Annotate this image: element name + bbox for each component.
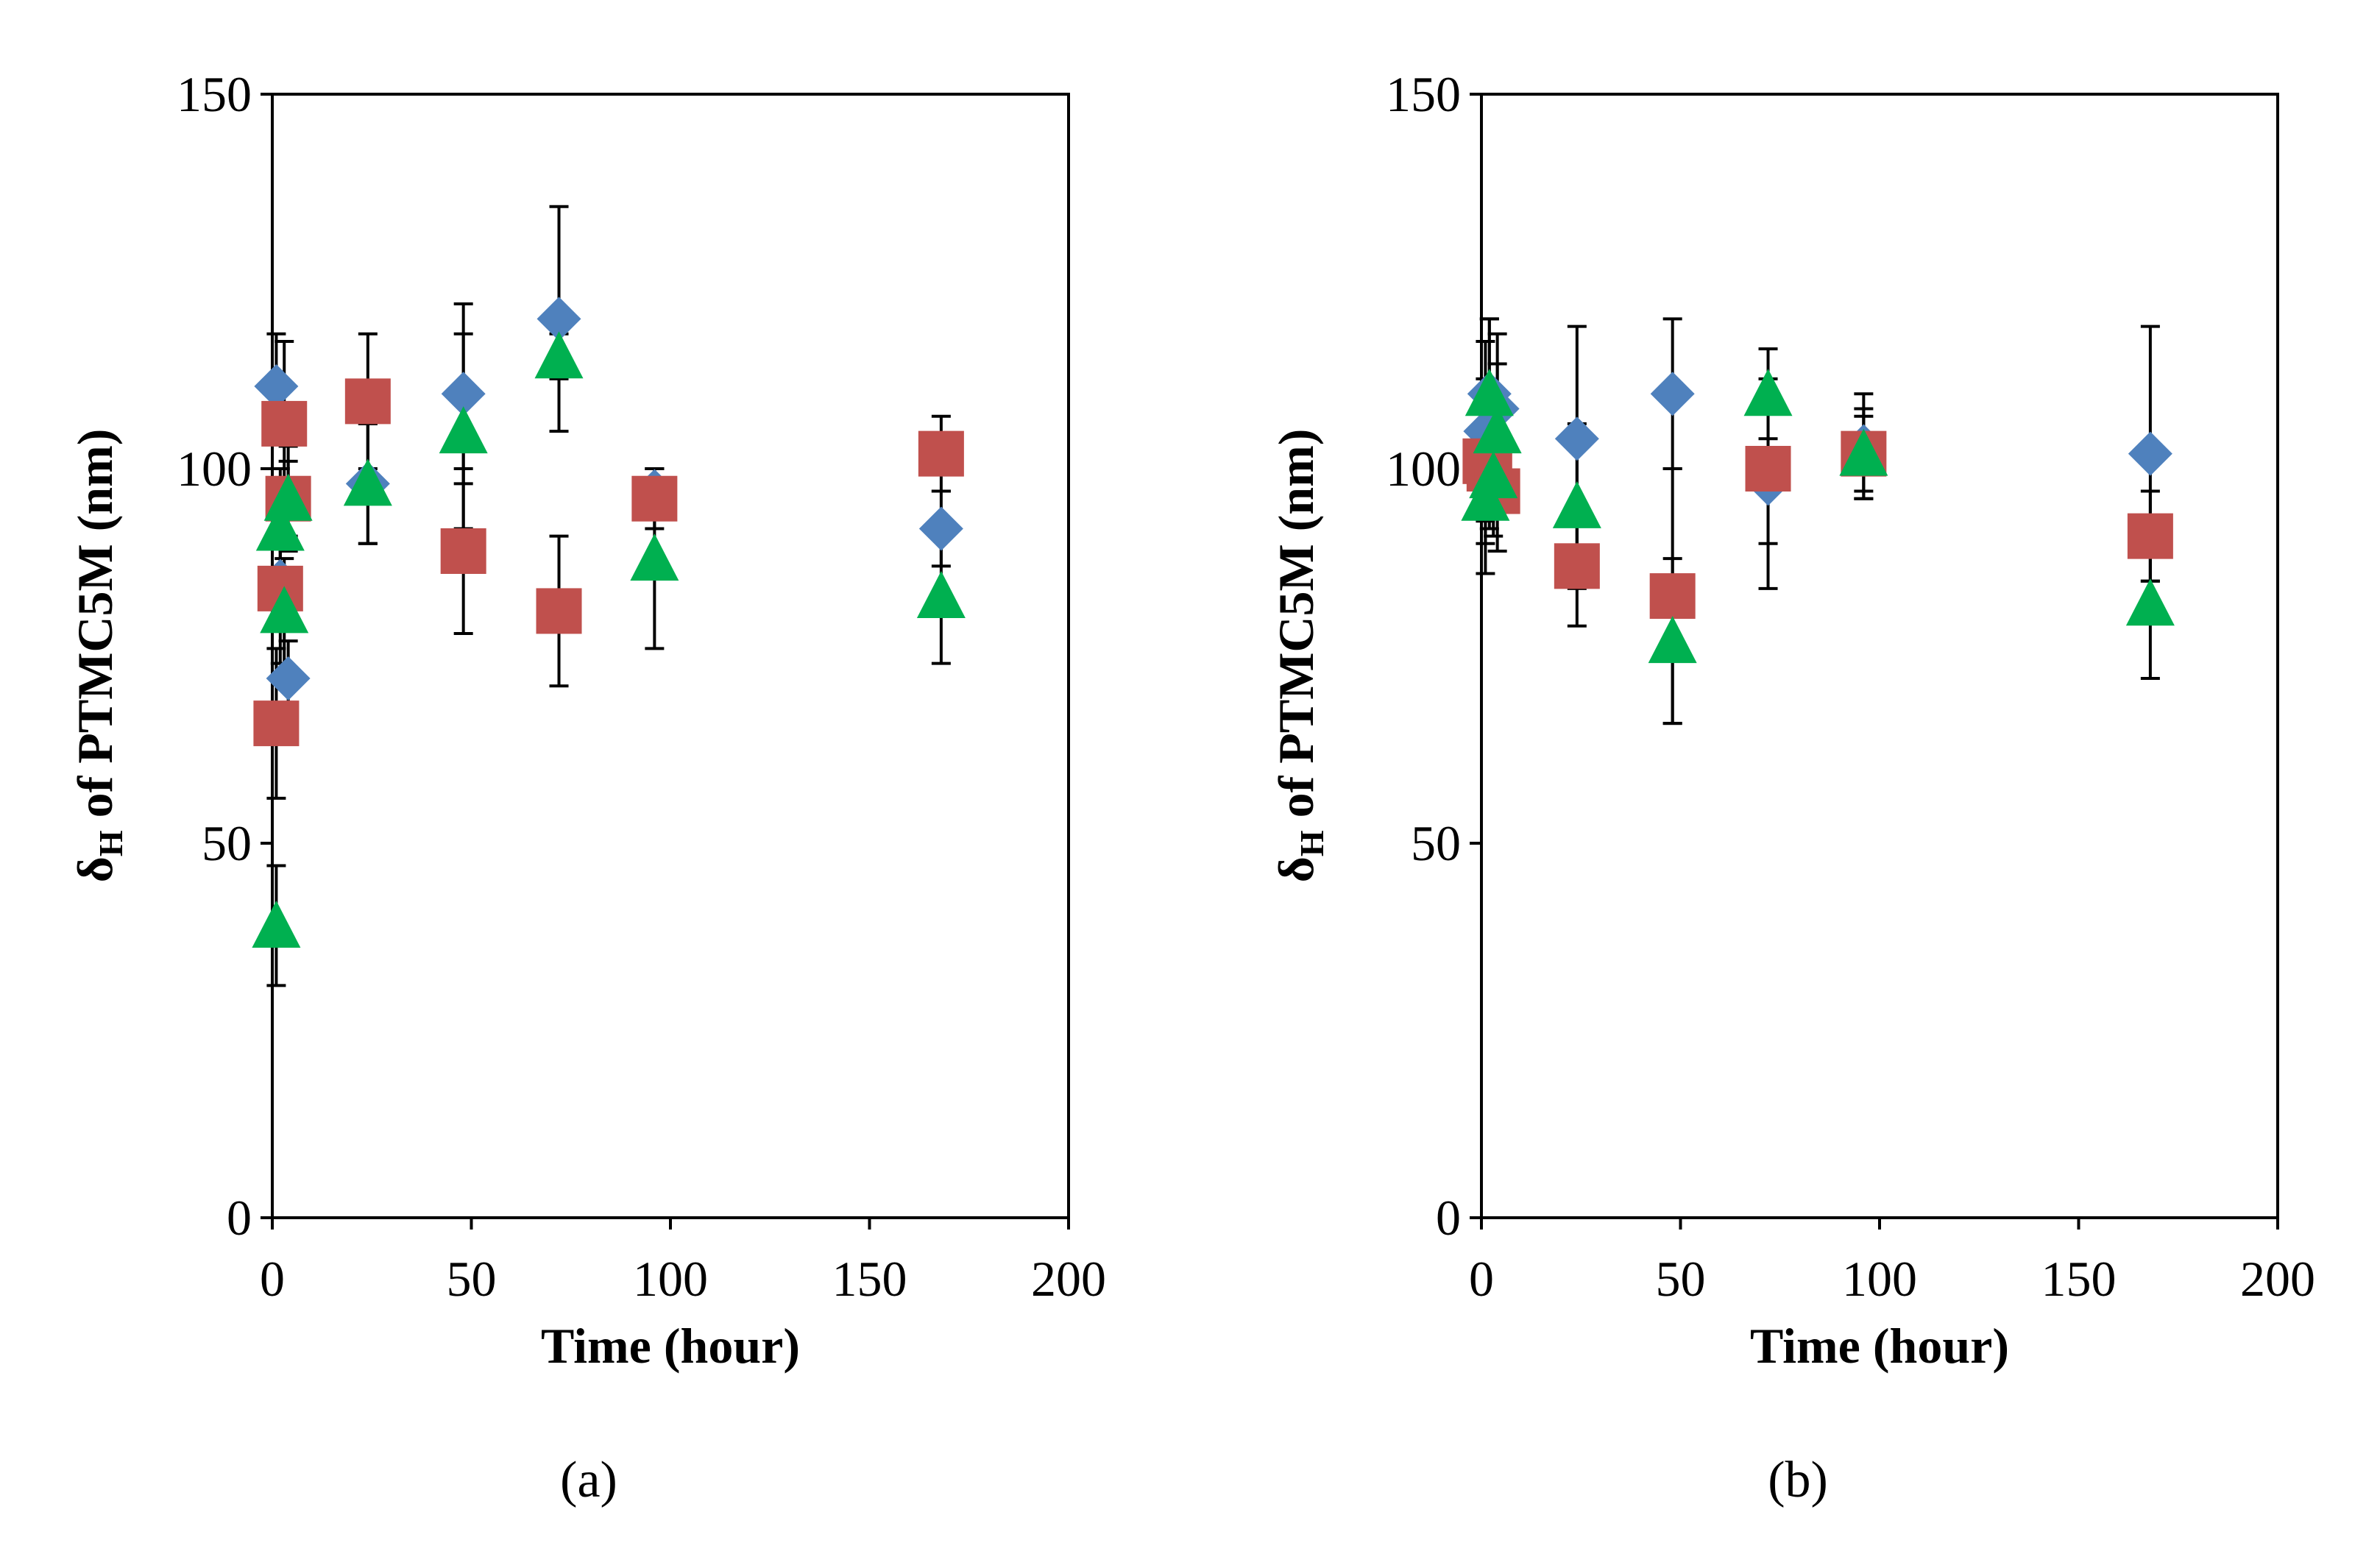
x-tick-label: 150 (832, 1251, 907, 1307)
y-axis-title-rest: of PTMC5M (nm) (1268, 429, 1324, 831)
y-tick-label: 0 (1436, 1190, 1461, 1246)
panel-caption: (a) (560, 1452, 617, 1508)
data-point-diamond (266, 656, 311, 701)
x-tick-label: 200 (2240, 1251, 2315, 1307)
y-axis-ticks: 0 50 100 150 (1386, 66, 1481, 1246)
data-point-triangle (439, 406, 488, 454)
data-point-diamond (1650, 372, 1695, 416)
data-point-triangle (263, 473, 313, 521)
data-point-square (918, 430, 964, 477)
data-point-square (2127, 513, 2173, 559)
y-axis-title-main: δ (67, 856, 123, 882)
data-point-diamond (536, 297, 581, 341)
data-marks (252, 205, 966, 987)
y-axis-title: δH of PTMC5M (nm) (67, 429, 130, 883)
data-point-diamond (1554, 416, 1599, 461)
y-axis-title-sub: H (92, 830, 130, 856)
x-tick-label: 100 (1842, 1251, 1917, 1307)
data-point-triangle (1743, 369, 1793, 416)
x-tick-label: 0 (260, 1251, 285, 1307)
x-tick-label: 100 (633, 1251, 708, 1307)
data-point-triangle (1465, 369, 1514, 416)
x-axis-ticks: 0 50 100 150 200 (1469, 1218, 2315, 1307)
x-tick-label: 200 (1031, 1251, 1106, 1307)
data-point-triangle (1473, 406, 1522, 454)
y-axis-title-rest: of PTMC5M (nm) (67, 429, 123, 831)
data-marks (1461, 317, 2175, 725)
x-tick-label: 50 (1656, 1251, 1706, 1307)
data-point-triangle (252, 900, 301, 948)
data-point-triangle (1552, 480, 1601, 528)
data-point-square (1745, 446, 1791, 492)
data-point-triangle (260, 586, 309, 634)
y-tick-label: 100 (177, 441, 252, 497)
data-point-square (440, 528, 486, 574)
y-tick-label: 0 (227, 1190, 252, 1246)
data-point-triangle (2125, 578, 2175, 626)
plot-area-border (271, 93, 1070, 1219)
data-point-square (536, 588, 582, 634)
data-point-square (261, 400, 308, 447)
data-point-diamond (441, 372, 486, 416)
data-point-triangle (534, 331, 584, 379)
data-point-triangle (1648, 616, 1697, 664)
data-point-diamond (254, 364, 299, 409)
data-point-square (253, 700, 300, 747)
panel-b: 0 50 100 150 0 50 100 150 200 Time (hour) δH of… (1268, 66, 2315, 1508)
data-point-triangle (630, 533, 679, 581)
data-point-diamond (2128, 431, 2172, 476)
x-tick-label: 50 (447, 1251, 497, 1307)
x-axis-ticks: 0 50 100 150 200 (260, 1218, 1106, 1307)
y-tick-label: 50 (1411, 815, 1461, 871)
y-tick-label: 50 (202, 815, 252, 871)
y-tick-label: 100 (1386, 441, 1461, 497)
panel-a: 0 50 100 150 0 50 100 150 200 Time (hour) δH of… (67, 66, 1106, 1508)
x-tick-label: 0 (1469, 1251, 1494, 1307)
plot-area-border (1480, 93, 2279, 1219)
data-point-triangle (916, 571, 966, 619)
y-tick-label: 150 (177, 66, 252, 122)
data-point-square (1554, 543, 1600, 589)
y-axis-ticks: 0 50 100 150 (177, 66, 272, 1246)
y-tick-label: 150 (1386, 66, 1461, 122)
x-tick-label: 150 (2041, 1251, 2117, 1307)
data-point-triangle (1469, 451, 1518, 499)
panel-caption: (b) (1768, 1452, 1828, 1508)
data-point-square (1649, 573, 1696, 620)
data-point-diamond (918, 506, 963, 551)
y-axis-title: δH of PTMC5M (nm) (1268, 429, 1331, 883)
data-point-triangle (1839, 428, 1888, 476)
data-point-triangle (255, 503, 305, 551)
data-point-triangle (343, 458, 392, 506)
y-axis-title-main: δ (1268, 856, 1324, 882)
data-point-square (344, 378, 391, 425)
x-axis-title: Time (hour) (1750, 1318, 2009, 1374)
y-axis-title-sub: H (1293, 830, 1331, 856)
data-point-square (631, 475, 678, 522)
x-axis-title: Time (hour) (541, 1318, 800, 1374)
